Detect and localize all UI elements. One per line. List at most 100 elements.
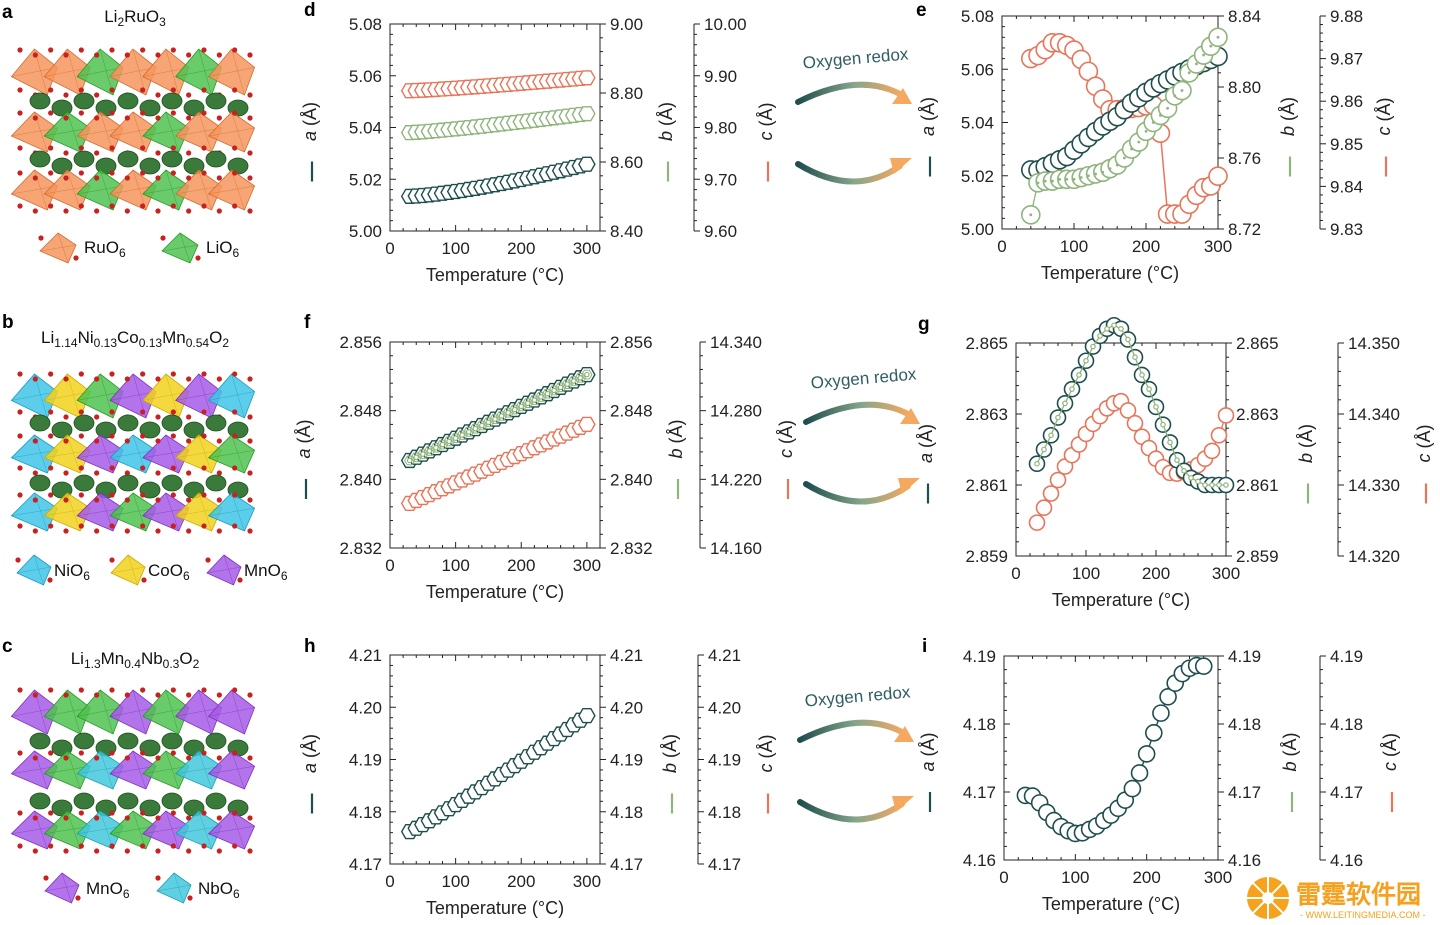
- octahedron-edge: [165, 810, 179, 850]
- octahedron-edge: [67, 689, 81, 735]
- chart-panel-h: 0 100 200 300 Temperature (°C) 4.17 4.18 4.19 4.…: [300, 646, 776, 918]
- redox-arrowhead-lower: [892, 796, 914, 812]
- oxygen-atom: [155, 175, 161, 181]
- oxygen-atom: [201, 145, 207, 151]
- oxygen-atom: [140, 523, 146, 529]
- legend-label: NbO6: [198, 879, 240, 901]
- plot-frame: [389, 341, 601, 549]
- c-axis-tick-label: 14.330: [1348, 476, 1400, 495]
- oxygen-atom: [201, 203, 207, 209]
- oxygen-redox-arrows-d-e: Oxygen redox: [795, 44, 912, 185]
- data-point-a: [1159, 687, 1177, 706]
- a-axis-title-unit: (Å): [300, 102, 320, 131]
- oxygen-atom: [63, 376, 69, 382]
- data-point-c: [1126, 414, 1144, 432]
- formula-part: CoO: [148, 561, 183, 580]
- legend-oxygen-atom: [237, 577, 243, 583]
- data-point-center-b: [1094, 172, 1097, 176]
- x-tick-label: 300: [1212, 564, 1240, 583]
- lithium-atom: [29, 414, 51, 432]
- b-axis-tick-label: 4.16: [1228, 851, 1261, 870]
- lithium-atom: [183, 421, 205, 439]
- oxygen-atom: [232, 87, 238, 93]
- lithium-atom: [29, 92, 51, 110]
- octahedron-edge: [179, 232, 191, 264]
- c-axis-title-var: c: [756, 764, 776, 773]
- oxygen-atom: [140, 750, 146, 756]
- data-point-b: [557, 384, 564, 391]
- data-point-b: [472, 425, 479, 432]
- x-tick-label: 200: [507, 239, 535, 258]
- oxygen-atom: [78, 750, 84, 756]
- x-tick-label: 0: [997, 237, 1006, 256]
- b-axis-title-var: b: [1280, 761, 1300, 771]
- c-axis-title-var: c: [1374, 127, 1394, 136]
- a-axis-tick-label: 5.04: [961, 114, 994, 133]
- oxygen-atom: [94, 414, 100, 420]
- oxygen-atom: [63, 175, 69, 181]
- redox-arrow-lower: [797, 799, 905, 823]
- a-axis-tick-label: 5.00: [349, 222, 382, 241]
- data-point-b: [420, 451, 426, 457]
- data-point-c: [1208, 166, 1228, 186]
- octahedron-edge: [132, 169, 147, 211]
- data-point-center-b: [1072, 177, 1076, 181]
- lithium-atom: [205, 732, 227, 750]
- octahedron-edge: [231, 169, 245, 211]
- octahedron-edge: [208, 507, 255, 517]
- oxygen-atom: [32, 692, 38, 698]
- c-axis-title-unit: (Å): [1414, 425, 1434, 454]
- formula-part: Li: [71, 649, 84, 668]
- oxygen-atom: [63, 815, 69, 821]
- oxygen-atom: [216, 755, 222, 761]
- oxygen-atom: [232, 687, 238, 693]
- oxygen-atom: [140, 409, 146, 415]
- data-point-b: [459, 432, 465, 438]
- octahedron-edge: [156, 884, 192, 892]
- octahedron-edge: [142, 825, 189, 835]
- oxygen-atom: [32, 528, 38, 534]
- legend-label: MnO6: [244, 561, 288, 583]
- oxygen-atom: [201, 492, 207, 498]
- subscript: 6: [123, 887, 130, 901]
- data-point-b: [1167, 439, 1173, 446]
- octahedron-edge: [208, 67, 255, 77]
- data-point-a: [1152, 704, 1170, 722]
- data-point-c: [578, 70, 596, 86]
- lithium-atom: [117, 414, 139, 432]
- oxygen-atom: [247, 470, 253, 476]
- lithium-atom: [205, 414, 227, 432]
- c-axis-tick-label: 14.340: [710, 333, 762, 352]
- oxygen-atom: [94, 848, 100, 854]
- oxygen-atom: [186, 848, 192, 854]
- octahedron-edge: [67, 434, 81, 474]
- redox-arrowhead-upper: [892, 88, 912, 104]
- c-axis-tick-label: 9.70: [704, 170, 737, 189]
- redox-arrow-lower: [803, 481, 911, 505]
- oxygen-atom: [140, 47, 146, 53]
- oxygen-atom: [140, 145, 146, 151]
- lithium-atom: [73, 414, 95, 432]
- c-axis-tick-label: 4.16: [1330, 851, 1363, 870]
- data-point-a: [1130, 764, 1149, 782]
- oxygen-atom: [32, 52, 38, 58]
- oxygen-atom: [170, 810, 176, 816]
- oxygen-atom: [63, 528, 69, 534]
- oxygen-atom: [17, 750, 23, 756]
- x-tick-label: 100: [441, 872, 469, 891]
- oxygen-atom: [124, 376, 130, 382]
- oxygen-atom: [94, 115, 100, 121]
- oxygen-atom: [170, 750, 176, 756]
- octahedron-edge: [99, 750, 114, 790]
- data-point-b: [511, 406, 518, 413]
- oxygen-atom: [216, 115, 222, 121]
- octahedron-edge: [11, 67, 58, 77]
- b-axis-tick-label: 8.80: [610, 84, 643, 103]
- octahedron-edge: [99, 169, 114, 211]
- octahedron-edge: [67, 492, 81, 532]
- octahedron-edge: [11, 707, 58, 717]
- lithium-atom: [139, 157, 161, 175]
